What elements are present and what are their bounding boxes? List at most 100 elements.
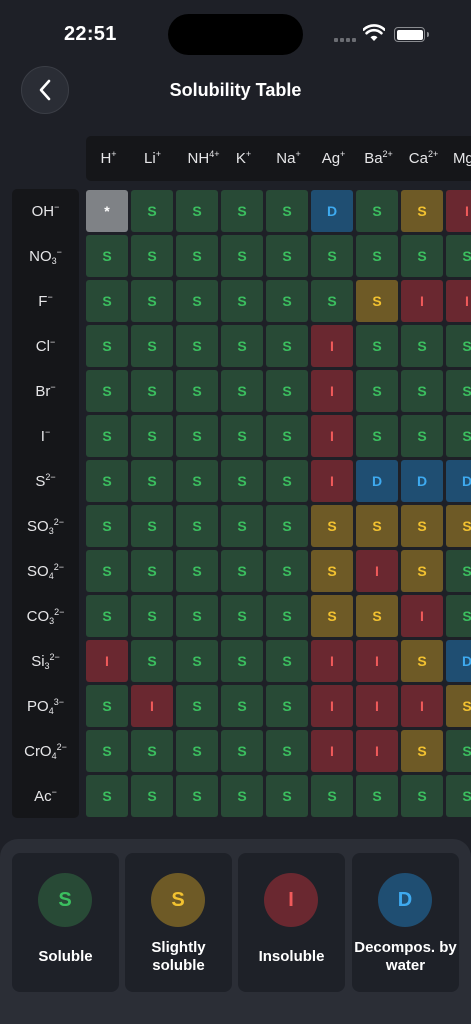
solubility-cell[interactable]: S: [131, 775, 173, 817]
solubility-cell[interactable]: S: [131, 415, 173, 457]
solubility-cell[interactable]: S: [356, 505, 398, 547]
solubility-cell[interactable]: S: [176, 550, 218, 592]
solubility-cell[interactable]: S: [356, 325, 398, 367]
solubility-cell[interactable]: S: [266, 550, 308, 592]
solubility-cell[interactable]: S: [221, 235, 263, 277]
solubility-cell[interactable]: S: [221, 640, 263, 682]
solubility-cell[interactable]: S: [401, 550, 443, 592]
solubility-cell[interactable]: I: [86, 640, 128, 682]
solubility-cell[interactable]: S: [86, 505, 128, 547]
solubility-cell[interactable]: I: [311, 730, 353, 772]
solubility-cell[interactable]: S: [176, 640, 218, 682]
solubility-cell[interactable]: S: [356, 595, 398, 637]
solubility-cell[interactable]: S: [221, 370, 263, 412]
solubility-cell[interactable]: S: [131, 235, 173, 277]
solubility-cell[interactable]: S: [221, 730, 263, 772]
solubility-cell[interactable]: S: [446, 505, 471, 547]
solubility-cell[interactable]: S: [356, 235, 398, 277]
solubility-cell[interactable]: S: [221, 505, 263, 547]
solubility-cell[interactable]: D: [446, 460, 471, 502]
solubility-cell[interactable]: S: [311, 505, 353, 547]
solubility-cell[interactable]: D: [356, 460, 398, 502]
solubility-cell[interactable]: S: [221, 280, 263, 322]
solubility-cell[interactable]: S: [446, 775, 471, 817]
solubility-cell[interactable]: S: [86, 550, 128, 592]
solubility-cell[interactable]: S: [266, 595, 308, 637]
solubility-cell[interactable]: S: [311, 280, 353, 322]
solubility-cell[interactable]: S: [356, 280, 398, 322]
solubility-cell[interactable]: S: [86, 685, 128, 727]
solubility-cell[interactable]: S: [401, 235, 443, 277]
solubility-cell[interactable]: S: [266, 190, 308, 232]
solubility-cell[interactable]: S: [131, 640, 173, 682]
solubility-cell[interactable]: S: [86, 775, 128, 817]
solubility-cell[interactable]: S: [86, 370, 128, 412]
solubility-cell[interactable]: S: [131, 505, 173, 547]
solubility-cell[interactable]: S: [401, 415, 443, 457]
solubility-cell[interactable]: S: [86, 460, 128, 502]
solubility-cell[interactable]: I: [311, 640, 353, 682]
solubility-cell[interactable]: S: [221, 415, 263, 457]
solubility-cell[interactable]: I: [446, 280, 471, 322]
solubility-cell[interactable]: S: [176, 235, 218, 277]
solubility-cell[interactable]: D: [401, 460, 443, 502]
solubility-cell[interactable]: S: [86, 235, 128, 277]
solubility-cell[interactable]: I: [311, 460, 353, 502]
solubility-cell[interactable]: S: [176, 595, 218, 637]
solubility-cell[interactable]: S: [401, 640, 443, 682]
solubility-cell[interactable]: S: [176, 730, 218, 772]
solubility-cell[interactable]: S: [266, 730, 308, 772]
solubility-cell[interactable]: S: [401, 325, 443, 367]
solubility-cell[interactable]: I: [311, 685, 353, 727]
solubility-cell[interactable]: S: [176, 370, 218, 412]
solubility-cell[interactable]: I: [401, 685, 443, 727]
solubility-cell[interactable]: S: [446, 730, 471, 772]
solubility-cell[interactable]: S: [86, 595, 128, 637]
solubility-cell[interactable]: S: [311, 235, 353, 277]
solubility-cell[interactable]: *: [86, 190, 128, 232]
solubility-cell[interactable]: S: [266, 640, 308, 682]
solubility-cell[interactable]: S: [266, 370, 308, 412]
solubility-cell[interactable]: S: [401, 775, 443, 817]
solubility-cell[interactable]: S: [266, 685, 308, 727]
solubility-cell[interactable]: I: [446, 190, 471, 232]
solubility-cell[interactable]: S: [176, 190, 218, 232]
solubility-cell[interactable]: S: [356, 775, 398, 817]
solubility-cell[interactable]: S: [266, 325, 308, 367]
solubility-cell[interactable]: S: [446, 325, 471, 367]
solubility-cell[interactable]: S: [221, 325, 263, 367]
solubility-cell[interactable]: S: [446, 550, 471, 592]
solubility-cell[interactable]: S: [311, 595, 353, 637]
solubility-cell[interactable]: S: [446, 235, 471, 277]
solubility-cell[interactable]: S: [176, 415, 218, 457]
solubility-cell[interactable]: I: [401, 595, 443, 637]
solubility-cell[interactable]: I: [131, 685, 173, 727]
solubility-cell[interactable]: S: [176, 505, 218, 547]
solubility-cell[interactable]: S: [446, 415, 471, 457]
back-button[interactable]: [21, 66, 69, 114]
solubility-cell[interactable]: S: [266, 280, 308, 322]
solubility-cell[interactable]: S: [221, 550, 263, 592]
solubility-cell[interactable]: S: [266, 460, 308, 502]
solubility-cell[interactable]: D: [446, 640, 471, 682]
solubility-cell[interactable]: S: [131, 460, 173, 502]
solubility-cell[interactable]: S: [266, 505, 308, 547]
solubility-cell[interactable]: I: [311, 415, 353, 457]
solubility-cell[interactable]: S: [401, 730, 443, 772]
solubility-cell[interactable]: I: [356, 550, 398, 592]
solubility-cell[interactable]: I: [311, 325, 353, 367]
solubility-cell[interactable]: S: [221, 685, 263, 727]
solubility-cell[interactable]: S: [86, 280, 128, 322]
solubility-cell[interactable]: S: [176, 775, 218, 817]
solubility-cell[interactable]: I: [356, 685, 398, 727]
solubility-cell[interactable]: S: [266, 415, 308, 457]
solubility-cell[interactable]: S: [401, 190, 443, 232]
solubility-cell[interactable]: S: [131, 595, 173, 637]
solubility-cell[interactable]: S: [221, 775, 263, 817]
solubility-cell[interactable]: S: [131, 280, 173, 322]
solubility-cell[interactable]: S: [311, 550, 353, 592]
solubility-cell[interactable]: S: [176, 325, 218, 367]
solubility-cell[interactable]: I: [356, 730, 398, 772]
solubility-cell[interactable]: I: [356, 640, 398, 682]
solubility-cell[interactable]: S: [356, 190, 398, 232]
